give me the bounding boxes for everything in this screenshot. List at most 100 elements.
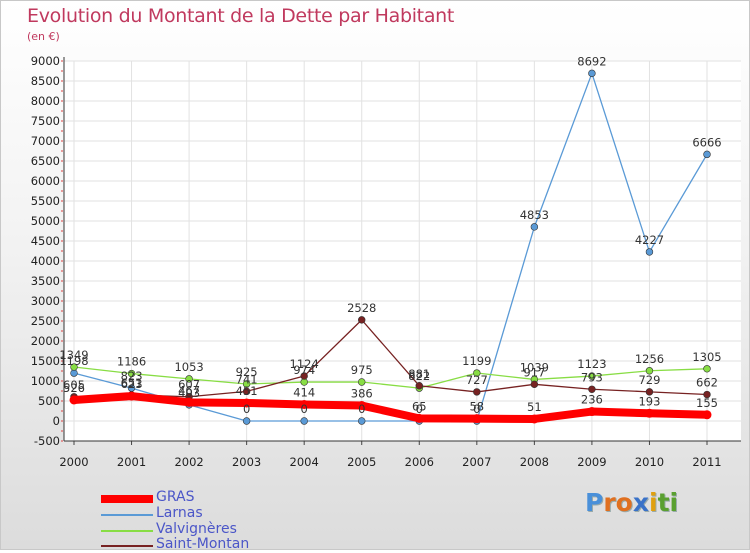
data-point-gras	[702, 410, 712, 420]
data-label: 729	[638, 373, 660, 387]
data-point-larnas	[242, 417, 251, 425]
proxiti-logo: Proxiti	[585, 488, 678, 517]
data-label: 1349	[59, 348, 88, 362]
x-tick-label: 2011	[692, 455, 721, 469]
logo-letter: i	[669, 488, 679, 517]
data-point-saint-montan	[703, 390, 711, 399]
chart-title: Evolution du Montant de la Dette par Hab…	[27, 5, 455, 27]
data-label: 4227	[635, 233, 664, 247]
data-point-saint-montan	[300, 372, 308, 380]
data-label: 727	[466, 373, 488, 387]
data-point-valvignères	[358, 378, 366, 386]
data-label: 974	[293, 363, 315, 377]
data-point-gras	[414, 413, 424, 423]
data-label: 0	[358, 402, 365, 416]
data-label: 451	[236, 384, 258, 398]
x-tick-label: 2007	[462, 455, 491, 469]
data-label: 236	[581, 393, 603, 407]
legend-label: Saint-Montan	[156, 536, 250, 552]
data-label: 793	[581, 370, 603, 384]
data-label: 651	[121, 376, 143, 390]
data-label: 58	[469, 400, 484, 414]
data-point-larnas	[703, 150, 711, 159]
legend-label: Larnas	[156, 505, 203, 521]
data-label: 975	[351, 363, 373, 377]
series-line-saint-montan	[73, 319, 708, 398]
logo-letter: t	[657, 488, 670, 517]
x-tick-label: 2006	[405, 455, 434, 469]
y-tick-label: 6000	[31, 174, 60, 188]
y-tick-label: 9000	[31, 54, 60, 68]
x-tick-label: 2000	[59, 455, 88, 469]
chart-subtitle: (en €)	[27, 30, 60, 43]
data-label: 526	[63, 381, 85, 395]
y-tick-label: 5000	[31, 214, 60, 228]
data-label: 881	[408, 367, 430, 381]
y-tick-label: 2000	[31, 334, 60, 348]
data-point-larnas	[645, 248, 654, 256]
data-point-gras	[184, 397, 194, 407]
y-tick-label: -500	[34, 434, 60, 448]
data-point-valvignères	[127, 369, 136, 378]
data-label: 1256	[635, 352, 664, 366]
data-point-larnas	[300, 417, 308, 425]
x-tick-label: 2001	[117, 455, 146, 469]
data-point-gras	[644, 408, 654, 418]
series-line-valvignères	[73, 366, 708, 389]
data-label: 1199	[462, 354, 491, 368]
x-tick-label: 2010	[635, 455, 664, 469]
data-point-valvignères	[473, 369, 481, 377]
legend-swatch	[101, 545, 153, 547]
x-tick-label: 2003	[232, 455, 261, 469]
legend-label: Valvignères	[156, 521, 237, 537]
y-tick-label: 7000	[31, 134, 60, 148]
y-tick-label: 1500	[31, 354, 60, 368]
data-point-gras	[529, 414, 539, 424]
legend-label: GRAS	[156, 489, 195, 505]
logo-letter: P	[585, 488, 604, 517]
data-label: 155	[696, 396, 718, 410]
data-label: 4853	[520, 208, 549, 222]
data-label: 386	[351, 387, 373, 401]
legend-swatch	[101, 514, 153, 516]
data-label: 403	[178, 386, 200, 400]
data-point-gras	[127, 391, 137, 401]
x-tick-label: 2008	[520, 455, 549, 469]
data-point-valvignères	[185, 375, 193, 383]
data-point-valvignères	[645, 367, 654, 375]
data-label: 822	[408, 369, 430, 383]
y-tick-label: 8500	[31, 74, 60, 88]
data-label: 6666	[692, 135, 721, 149]
data-label: 0	[243, 402, 250, 416]
data-label: 917	[523, 365, 545, 379]
data-point-valvignères	[70, 363, 78, 371]
data-label: 2528	[347, 301, 376, 315]
data-label: 662	[696, 376, 718, 390]
data-label: 467	[178, 383, 200, 397]
series-line-gras	[70, 392, 711, 423]
data-label: 823	[121, 369, 143, 383]
data-point-gras	[242, 398, 252, 408]
logo-letter: x	[632, 488, 649, 517]
data-label: 605	[63, 378, 85, 392]
data-label: 1186	[117, 355, 146, 369]
data-label: 1039	[520, 360, 549, 374]
y-tick-label: 3500	[31, 274, 60, 288]
data-point-larnas	[588, 69, 596, 78]
data-label: 1124	[290, 357, 319, 371]
y-tick-label: 4500	[31, 234, 60, 248]
data-point-saint-montan	[473, 388, 481, 396]
y-tick-label: 4000	[31, 254, 60, 268]
logo-letter: r	[603, 488, 616, 517]
data-label: 0	[301, 402, 308, 416]
data-point-saint-montan	[358, 316, 366, 324]
data-label: 1305	[692, 350, 721, 364]
data-label: 1053	[174, 360, 203, 374]
x-tick-label: 2004	[290, 455, 319, 469]
data-point-saint-montan	[588, 385, 596, 393]
data-label: 193	[638, 394, 660, 408]
data-point-valvignères	[703, 365, 711, 373]
data-label: 65	[412, 399, 427, 413]
y-tick-label: 500	[38, 394, 60, 408]
